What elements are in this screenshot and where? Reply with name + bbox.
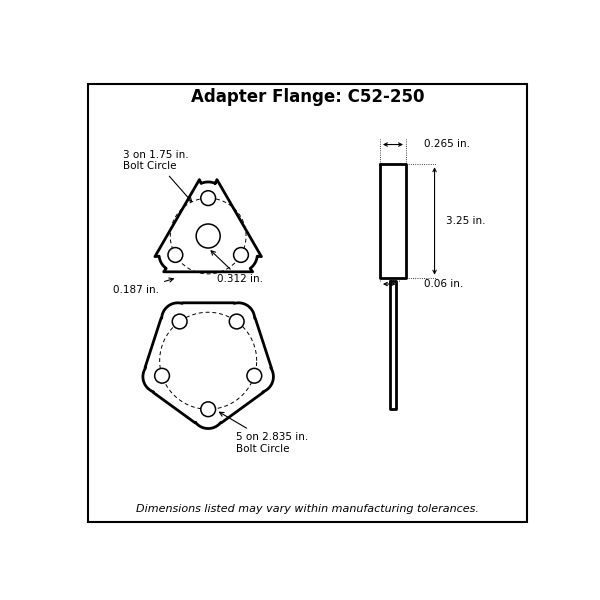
Text: 5 on 2.835 in.
Bolt Circle: 5 on 2.835 in. Bolt Circle <box>220 412 308 454</box>
Text: 0.06 in.: 0.06 in. <box>424 278 463 289</box>
Circle shape <box>229 314 244 329</box>
Circle shape <box>172 314 187 329</box>
Circle shape <box>247 368 262 383</box>
Text: Adapter Flange: C52-250: Adapter Flange: C52-250 <box>191 88 424 106</box>
Text: 0.187 in.: 0.187 in. <box>113 278 173 295</box>
Text: 3.25 in.: 3.25 in. <box>446 216 485 226</box>
Circle shape <box>155 368 169 383</box>
Circle shape <box>233 248 248 262</box>
Circle shape <box>201 402 215 416</box>
Circle shape <box>196 224 220 248</box>
Text: 0.265 in.: 0.265 in. <box>424 139 470 149</box>
Circle shape <box>201 191 215 206</box>
Text: Dimensions listed may vary within manufacturing tolerances.: Dimensions listed may vary within manufa… <box>136 503 479 514</box>
Text: 0.312 in.: 0.312 in. <box>211 251 263 284</box>
Text: 3 on 1.75 in.
Bolt Circle: 3 on 1.75 in. Bolt Circle <box>123 150 191 202</box>
Circle shape <box>168 248 183 262</box>
